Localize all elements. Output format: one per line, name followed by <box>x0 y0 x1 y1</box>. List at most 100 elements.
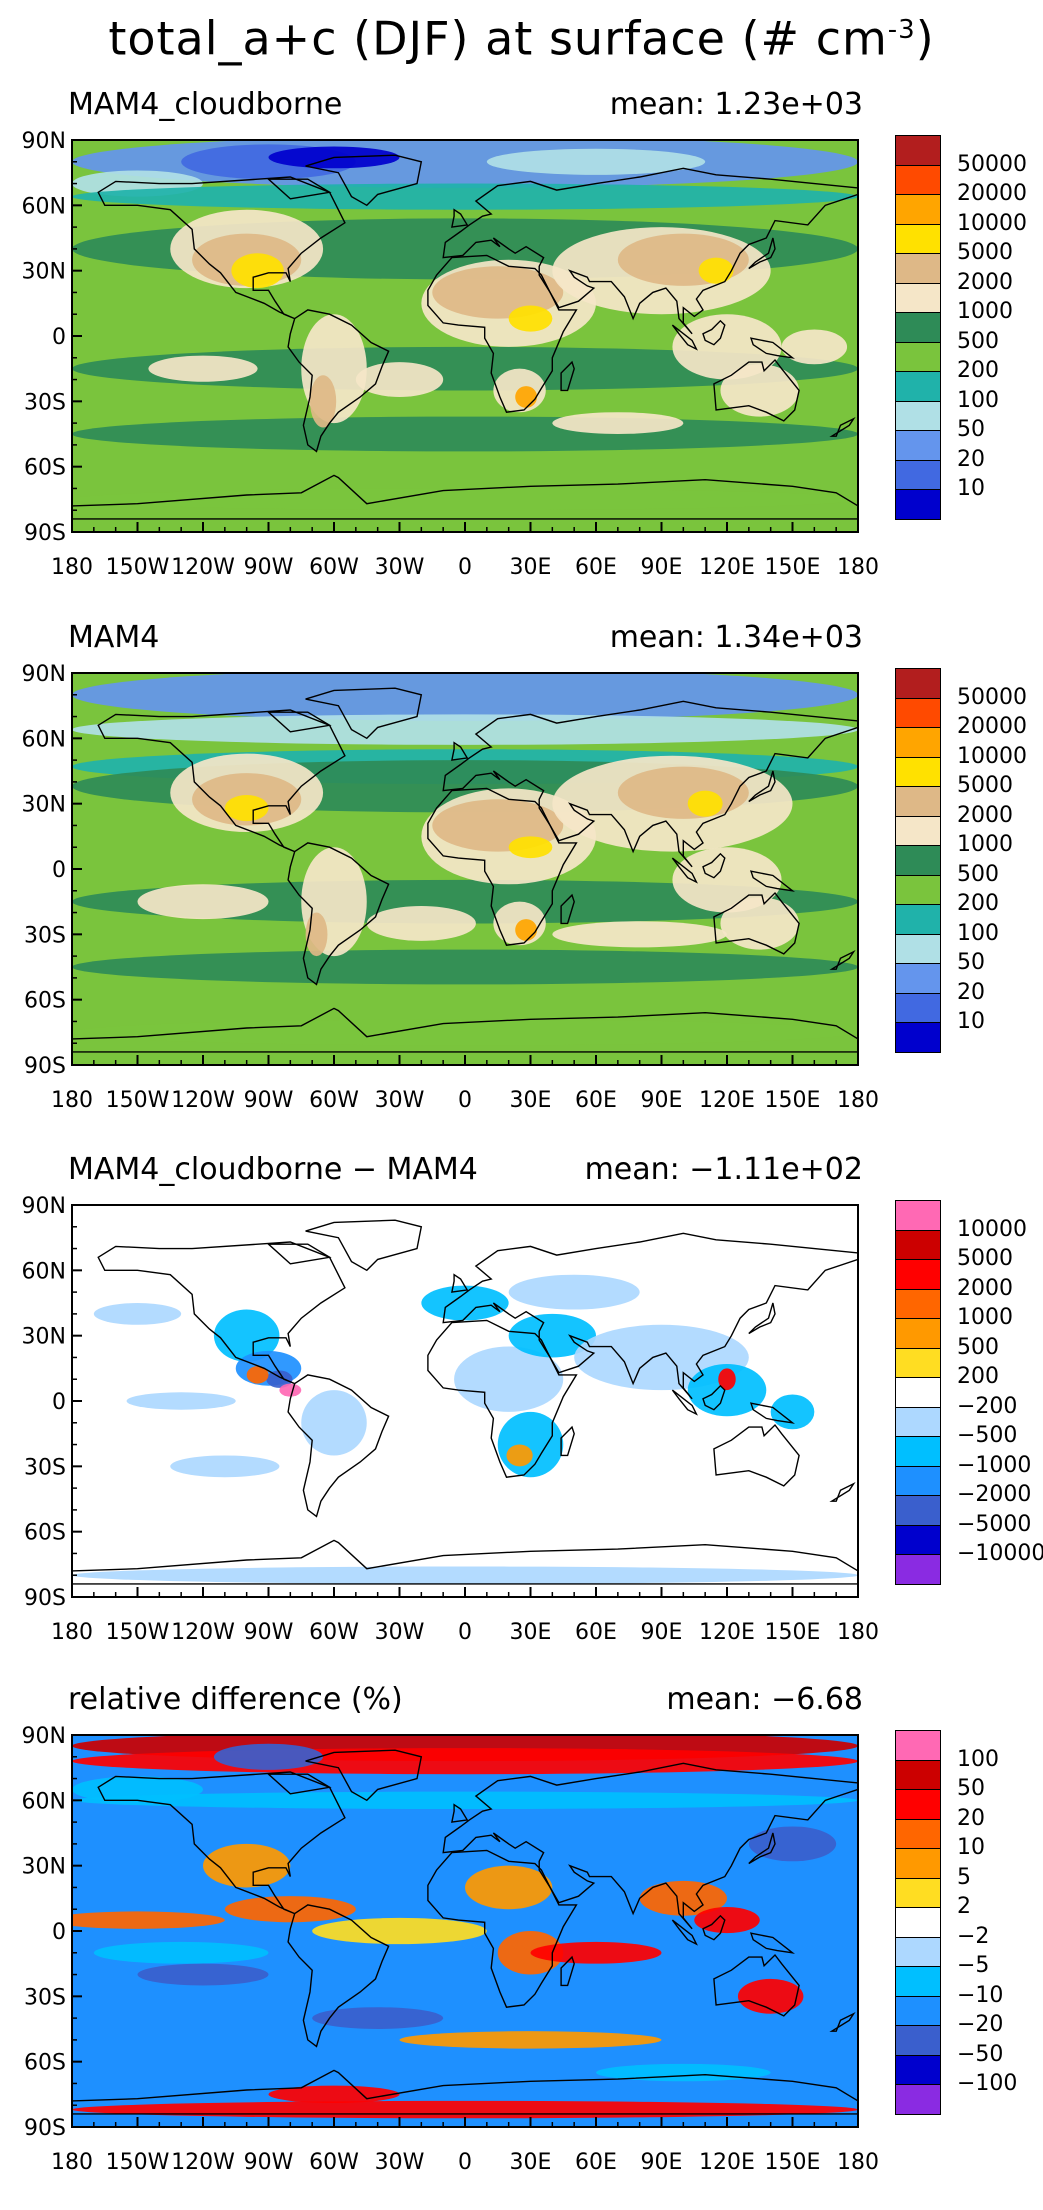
field-contour <box>224 794 269 822</box>
lon-label: 90W <box>244 1088 294 1113</box>
lon-label: 180 <box>51 1620 93 1645</box>
new-guinea-coastline <box>749 337 796 359</box>
sumatra-coastline <box>671 324 698 351</box>
japan-coastline <box>748 1302 776 1335</box>
field-contour <box>309 375 337 428</box>
colorbar-swatch <box>895 1495 941 1526</box>
lon-label: 180 <box>51 555 93 580</box>
map-panel-cloudborne: MAM4_cloudborne mean: 1.23e+03 90N 60N 30N… <box>0 85 1043 615</box>
field-contour <box>72 1791 858 1810</box>
lat-label: 90S <box>24 2116 66 2141</box>
south-america-coastline <box>287 842 390 986</box>
lat-label: 30S <box>24 390 66 415</box>
lat-label: 90S <box>24 521 66 546</box>
lat-label: 60S <box>24 989 66 1014</box>
colorbar-swatch <box>895 1524 941 1555</box>
field-contour <box>781 329 848 365</box>
australia-coastline <box>713 1423 800 1487</box>
madagascar-coastline <box>560 1425 575 1457</box>
lat-label: 0 <box>52 1920 66 1945</box>
field-contour <box>617 766 749 819</box>
field-contour <box>355 362 444 397</box>
colorbar-swatch <box>895 400 941 431</box>
new-guinea-coastline <box>749 1932 796 1954</box>
lon-label: 60W <box>309 1088 359 1113</box>
lon-label: 30E <box>510 555 552 580</box>
colorbar-swatch <box>895 1436 941 1467</box>
new-guinea-coastline <box>749 1402 796 1424</box>
title-text: total_a+c (DJF) at surface (# cm <box>108 11 888 66</box>
field-contour <box>552 412 684 434</box>
lat-label: 60N <box>22 727 66 752</box>
lon-label: 90E <box>641 1620 683 1645</box>
greenland-coastline <box>305 154 423 207</box>
baffin-coastline <box>266 178 332 200</box>
colorbar-swatch <box>895 1406 941 1437</box>
field-contour <box>672 847 782 913</box>
field-contour <box>93 1303 182 1325</box>
field-contour <box>508 1313 596 1358</box>
field-contour <box>421 1285 509 1321</box>
panel-mean: mean: −6.68 <box>666 1682 863 1717</box>
lat-label: 90N <box>22 662 66 687</box>
borneo-coastline <box>702 319 726 346</box>
lon-label: 30W <box>375 1620 425 1645</box>
colorbar-level-label: 10 <box>957 1009 985 1034</box>
lon-label: 90E <box>641 555 683 580</box>
lon-label: 150W <box>106 1088 170 1113</box>
colorbar-level-label: 1000 <box>957 832 1013 857</box>
lat-label: 30N <box>22 793 66 818</box>
title-close: ) <box>915 11 935 66</box>
colorbar-level-label: 100 <box>957 387 999 413</box>
colorbar-swatch <box>895 1789 941 1820</box>
field-contour <box>454 1346 564 1412</box>
colorbar-level-label: 10000 <box>957 210 1027 236</box>
colorbar-swatch <box>895 135 941 166</box>
colorbar-level-label: 500 <box>957 1334 999 1360</box>
lat-label: 30S <box>24 1455 66 1480</box>
colorbar-level-label: 2000 <box>957 802 1013 828</box>
japan-coastline <box>748 1832 776 1865</box>
colorbar-swatch <box>895 1877 941 1908</box>
baffin-coastline <box>266 1773 332 1795</box>
lat-label: 30S <box>24 1985 66 2010</box>
field-contour <box>72 1748 858 1775</box>
lon-label: 180 <box>837 1088 879 1113</box>
field-contour <box>515 919 538 941</box>
lon-label: 180 <box>837 555 879 580</box>
field-contour <box>639 1880 727 1916</box>
field-contour <box>72 1019 858 1046</box>
eurasia-coastline <box>442 1232 858 1400</box>
field-contour <box>93 1941 269 1964</box>
lat-label: 90N <box>22 129 66 154</box>
field-contour <box>203 1843 291 1888</box>
field-contour <box>672 314 782 380</box>
new-zealand-coastline <box>829 417 856 437</box>
field-contour <box>737 1978 804 2014</box>
lon-label: 0 <box>458 555 472 580</box>
lon-label: 180 <box>51 2150 93 2175</box>
colorbar-swatch <box>895 1730 941 1761</box>
lon-label: 0 <box>458 2150 472 2175</box>
colorbar-swatch <box>895 1347 941 1378</box>
colorbar-swatch <box>895 2054 941 2085</box>
colorbar-swatch <box>895 1966 941 1997</box>
lat-label: 60S <box>24 1521 66 1546</box>
madagascar-coastline <box>560 1955 575 1987</box>
colorbar-swatch <box>895 253 941 284</box>
colorbar-level-label: 20 <box>957 1805 985 1831</box>
borneo-coastline <box>702 1384 726 1411</box>
colorbar-level-label: −2 <box>957 1923 990 1949</box>
field-contour <box>312 1917 487 1945</box>
colorbar-swatch <box>895 194 941 225</box>
sumatra-coastline <box>671 857 698 884</box>
panel-mean: mean: 1.23e+03 <box>609 87 863 122</box>
colorbar-level-label: 500 <box>957 861 999 887</box>
lon-label: 120W <box>171 1088 235 1113</box>
colorbar-swatch <box>895 904 941 935</box>
field-contour <box>552 921 728 948</box>
colorbar-swatch <box>895 164 941 195</box>
map-plot: 90N 60N 30N 0 30S 60S 90S 180 150W 120W 90W 60W 30W 0… <box>22 1724 879 2175</box>
field-contour <box>266 1370 293 1388</box>
africa-coastline <box>427 1319 578 1478</box>
